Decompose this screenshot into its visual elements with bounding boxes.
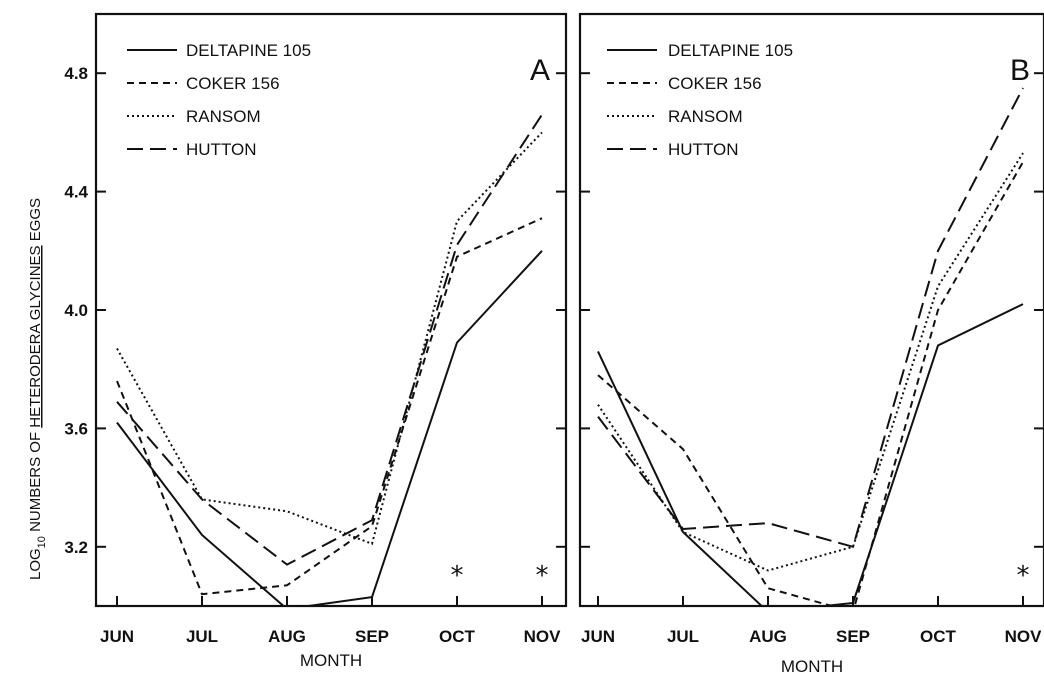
x-tick-label: JUL: [186, 627, 218, 646]
legend-label: HUTTON: [186, 140, 257, 159]
x-tick-label: JUN: [581, 627, 615, 646]
y-tick-label: 4.8: [64, 64, 88, 83]
legend-label: RANSOM: [668, 107, 743, 126]
legend-label: RANSOM: [186, 107, 261, 126]
x-tick-label: JUL: [667, 627, 699, 646]
series-line-ransom: [116, 131, 543, 546]
x-tick-label: JUN: [100, 627, 134, 646]
y-axis-label-text: LOG10 NUMBERS OF HETERODERA GLYCINES EGG…: [27, 198, 48, 580]
x-tick-label: AUG: [749, 627, 787, 646]
x-tick-label: NOV: [524, 627, 562, 646]
legend-label: DELTAPINE 105: [186, 41, 311, 60]
series-line-hutton: [116, 114, 543, 566]
significance-marker: *: [1017, 561, 1030, 591]
series-line-deltapine-105: [116, 250, 543, 606]
plot-frame: [94, 12, 568, 608]
x-tick-label: OCT: [920, 627, 957, 646]
legend-label: COKER 156: [186, 74, 280, 93]
x-tick-label: OCT: [439, 627, 476, 646]
x-tick-label: NOV: [1005, 627, 1043, 646]
legend-label: HUTTON: [668, 140, 739, 159]
y-axis-label: LOG10 NUMBERS OF HETERODERA GLYCINES EGG…: [27, 198, 48, 580]
significance-marker: *: [451, 561, 464, 591]
x-axis-label: MONTH: [781, 657, 843, 676]
legend-label: COKER 156: [668, 74, 762, 93]
y-tick-label: 3.6: [64, 419, 88, 438]
y-tick-label: 4.0: [64, 301, 88, 320]
series-line-deltapine-105: [597, 303, 1024, 606]
y-tick-label: 4.4: [64, 183, 88, 202]
x-tick-label: SEP: [836, 627, 870, 646]
x-axis-label: MONTH: [300, 651, 362, 670]
series-line-coker-156: [597, 161, 1024, 606]
panel-a: 3.2 3.6 4.0 4.4 4.8 JUN JUL AUG SEP OCT NOV MONTH A *…: [64, 12, 568, 670]
x-tick-label: SEP: [355, 627, 389, 646]
x-tick-label: AUG: [268, 627, 306, 646]
panel-letter: B: [1010, 54, 1030, 87]
panel-b: JUN JUL AUG SEP OCT NOV MONTH B * DELTAPINE 105 CO…: [578, 12, 1044, 676]
y-tick-label: 3.2: [64, 538, 88, 557]
significance-marker: *: [536, 561, 549, 591]
panel-letter: A: [530, 54, 550, 87]
plot-frame: [578, 12, 1044, 608]
series-line-hutton: [597, 87, 1024, 549]
series-line-ransom: [597, 152, 1024, 572]
series-line-coker-156: [116, 217, 543, 596]
legend-label: DELTAPINE 105: [668, 41, 793, 60]
